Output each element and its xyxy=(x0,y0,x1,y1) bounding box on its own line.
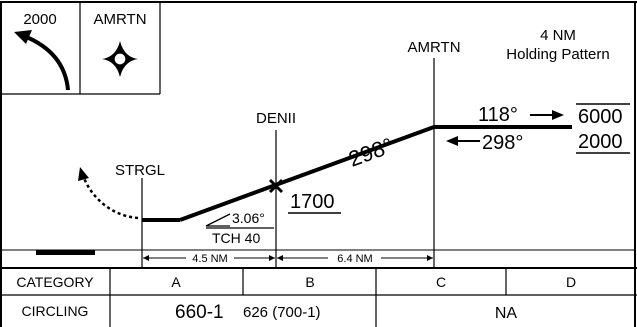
stepdown-fix-icon xyxy=(268,178,284,194)
minimums-table xyxy=(1,267,637,327)
climbing-left-turn-icon xyxy=(14,30,70,91)
waypoint-fix-icon xyxy=(102,41,138,77)
glidepath-angle-icon xyxy=(205,213,231,227)
distance-map-to-denii: 4.5 NM xyxy=(192,253,227,265)
missed-approach-icons: 2000 AMRTN xyxy=(1,2,161,95)
holding-note-line1: 4 NM xyxy=(540,27,576,44)
circling-hat-ab: 626 (700-1) xyxy=(243,304,321,321)
circling-label: CIRCLING xyxy=(22,303,89,319)
category-d: D xyxy=(566,274,576,290)
category-b: B xyxy=(305,274,314,290)
category-header: CATEGORY xyxy=(16,274,94,290)
inbound-arrow-icon xyxy=(446,136,480,146)
missed-approach-arrow-icon xyxy=(78,167,139,220)
ground-bar xyxy=(36,250,95,255)
category-c: C xyxy=(436,274,446,290)
final-approach-path xyxy=(179,125,435,222)
outbound-course: 118° xyxy=(478,104,518,126)
circling-cd-na: NA xyxy=(495,305,518,322)
distance-denii-to-amrtn: 6.4 NM xyxy=(337,253,372,265)
missed-climb-altitude: 2000 xyxy=(23,11,56,28)
distance-dimension-lines xyxy=(143,255,433,261)
tch-label: TCH 40 xyxy=(212,230,260,246)
missed-holding-fix: AMRTN xyxy=(93,11,146,28)
holding-max-altitude: 6000 xyxy=(578,106,623,128)
category-a: A xyxy=(171,274,181,290)
strgl-label: STRGL xyxy=(115,162,165,179)
holding-note-line2: Holding Pattern xyxy=(506,46,609,63)
stepdown-altitude: 1700 xyxy=(290,191,335,213)
final-course-label: 298° xyxy=(345,133,396,172)
circling-mda-ab: 660-1 xyxy=(175,302,224,323)
holding-min-altitude: 2000 xyxy=(578,131,623,153)
amrtn-label: AMRTN xyxy=(407,39,460,56)
outbound-arrow-icon xyxy=(530,110,564,120)
glidepath-angle: 3.06° xyxy=(232,210,265,226)
inbound-course: 298° xyxy=(482,132,523,154)
denii-label: DENII xyxy=(256,110,296,127)
